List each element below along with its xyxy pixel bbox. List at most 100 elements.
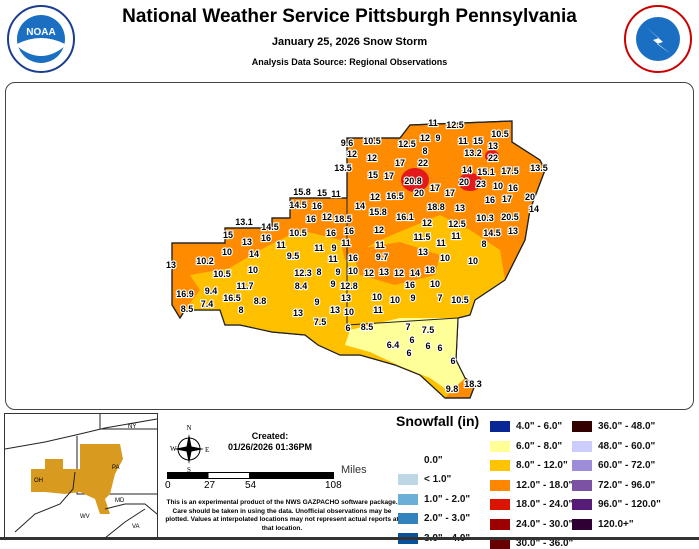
snowfall-observation: 6 xyxy=(409,335,414,345)
legend-item: 12.0" - 18.0" xyxy=(490,479,573,491)
legend-label: 2.0" - 3.0" xyxy=(424,513,471,524)
snowfall-observation: 16 xyxy=(312,201,322,211)
snowfall-observation: 13 xyxy=(488,141,498,151)
snowfall-observation: 12.5 xyxy=(448,219,466,229)
page-title: National Weather Service Pittsburgh Penn… xyxy=(122,6,577,27)
snowfall-observation: 11.7 xyxy=(236,281,253,291)
snowfall-observation: 10.3 xyxy=(476,213,494,223)
snowfall-observation: 12 xyxy=(374,225,384,235)
legend-item: 36.0" - 48.0" xyxy=(572,421,655,432)
legend-item: 96.0" - 120.0" xyxy=(572,499,661,510)
snowfall-observation: 7 xyxy=(405,322,410,332)
snowfall-observation: 10 xyxy=(493,181,503,191)
snowfall-observation: 10 xyxy=(440,253,450,263)
legend-item: 72.0" - 96.0" xyxy=(572,479,656,491)
legend-item: 1.0" - 2.0" xyxy=(398,493,470,505)
snowfall-observation: 10.5 xyxy=(363,136,381,146)
scale-unit: Miles xyxy=(341,464,367,476)
legend-label: 72.0" - 96.0" xyxy=(598,479,656,491)
snowfall-observation: 15.8 xyxy=(293,187,311,197)
legend-swatch xyxy=(490,518,510,530)
region-18-24 xyxy=(401,168,429,192)
snowfall-observation: 7.5 xyxy=(314,317,327,327)
snowfall-observation: 13 xyxy=(455,203,465,213)
snowfall-observation: 11 xyxy=(451,231,461,241)
legend-swatch xyxy=(572,518,592,530)
legend-label: < 1.0" xyxy=(424,474,452,485)
snowfall-observation: 12.5 xyxy=(446,120,464,130)
svg-text:N: N xyxy=(186,424,191,432)
snowfall-observation: 14 xyxy=(529,204,539,214)
snowfall-observation: 10 xyxy=(348,266,358,276)
snowfall-observation: 12 xyxy=(364,268,374,278)
snowfall-observation: 20 xyxy=(414,188,424,198)
data-source: Analysis Data Source: Regional Observati… xyxy=(251,57,448,67)
legend-swatch xyxy=(572,460,592,471)
snowfall-observation: 14.5 xyxy=(483,228,501,238)
snowfall-observation: 9 xyxy=(330,279,335,289)
snowfall-observation: 15 xyxy=(368,170,378,180)
legend-swatch xyxy=(572,440,592,452)
snowfall-observation: 14.5 xyxy=(289,200,307,210)
snowfall-observation: 12 xyxy=(322,212,332,222)
inset-label-va: VA xyxy=(132,524,140,530)
snowfall-observation: 13.2 xyxy=(464,148,482,158)
snowfall-observation: 16 xyxy=(485,195,495,205)
legend-swatch xyxy=(572,421,592,432)
svg-text:W: W xyxy=(170,445,177,453)
snowfall-observation: 10 xyxy=(248,265,258,275)
legend-swatch xyxy=(398,513,418,524)
snowfall-observation: 15 xyxy=(317,188,327,198)
snowfall-observation: 13.1 xyxy=(235,217,253,227)
snowfall-observation: 9.7 xyxy=(376,252,389,262)
noaa-logo: NOAA xyxy=(7,5,75,73)
snowfall-observation: 8.5 xyxy=(361,322,374,332)
snowfall-observation: 9 xyxy=(335,267,340,277)
legend-swatch xyxy=(490,479,510,491)
snowfall-observation: 22 xyxy=(488,153,498,163)
legend-label: 120.0+" xyxy=(598,518,634,530)
legend-item: 8.0" - 12.0" xyxy=(490,460,568,471)
region-18-24 xyxy=(485,150,499,162)
legend-item: 18.0" - 24.0" xyxy=(490,499,573,510)
snowfall-observation: 13.5 xyxy=(530,163,548,173)
snowfall-observation: 12 xyxy=(347,149,357,159)
snowfall-observation: 9 xyxy=(435,133,440,143)
snowfall-observation: 13.5 xyxy=(334,163,352,173)
snowfall-observation: 18.5 xyxy=(334,214,352,224)
snowfall-observation: 7.4 xyxy=(201,299,214,309)
legend-item: 60.0" - 72.0" xyxy=(572,460,655,471)
snowfall-observation: 9.8 xyxy=(446,384,459,394)
scale-tick: 27 xyxy=(204,480,216,491)
snowfall-observation: 16.9 xyxy=(176,289,194,299)
created-datetime: 01/26/2026 01:36PM xyxy=(227,442,313,452)
snowfall-observation: 10.2 xyxy=(196,256,214,266)
snowfall-observation: 11 xyxy=(436,238,446,248)
snowfall-observation: 13 xyxy=(508,226,518,236)
snowfall-observation: 13 xyxy=(418,247,428,257)
storm-subtitle: January 25, 2026 Snow Storm xyxy=(271,36,428,48)
snowfall-observation: 12 xyxy=(420,133,430,143)
snowfall-observation: 16.1 xyxy=(396,212,414,222)
snowfall-observation: 10.5 xyxy=(289,228,307,238)
snowfall-observation: 7 xyxy=(437,293,442,303)
disclaimer: This is an experimental product of the N… xyxy=(165,499,399,532)
snowfall-observation: 10.5 xyxy=(491,129,509,139)
snowfall-observation: 15 xyxy=(223,230,233,240)
snowfall-observation: 17 xyxy=(395,158,405,168)
legend-label: 60.0" - 72.0" xyxy=(598,460,656,471)
legend-label: 24.0" - 30.0" xyxy=(516,518,574,530)
snowfall-observation: 17 xyxy=(430,183,440,193)
legend-swatch xyxy=(490,460,510,471)
locator-inset-map: NY PA OH MD WV VA xyxy=(4,413,158,539)
snowfall-observation: 18 xyxy=(425,265,435,275)
snowfall-observation: 14 xyxy=(249,249,259,259)
snowfall-observation: 6 xyxy=(406,348,411,358)
inset-label-pa: PA xyxy=(112,465,120,471)
snowfall-observation: 16.5 xyxy=(386,191,404,201)
snowfall-observation: 12.5 xyxy=(398,139,416,149)
snowfall-observation: 6 xyxy=(345,323,350,333)
legend-item: < 1.0" xyxy=(398,474,451,485)
snowfall-observation: 10 xyxy=(344,307,354,317)
